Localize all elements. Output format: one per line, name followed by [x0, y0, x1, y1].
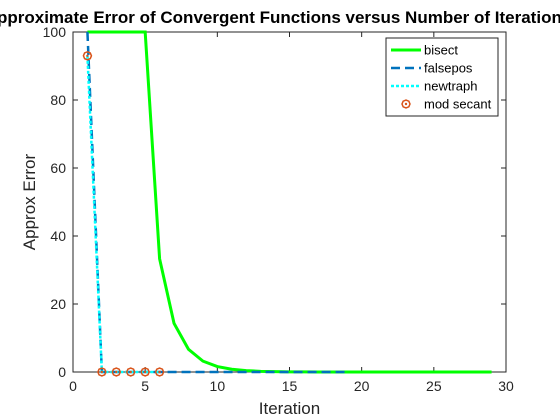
data-point [140, 367, 150, 377]
y-axis-label: Approx Error [20, 153, 39, 250]
data-point [154, 367, 165, 377]
legend-label: mod secant [424, 97, 492, 112]
axis-ticks: 0 5 10 15 20 25 30 0 20 40 60 80 100 [43, 24, 514, 394]
legend-item: bisect [391, 43, 458, 58]
y-tick-label: 100 [43, 24, 67, 40]
series-line [87, 30, 492, 374]
chart-title: Approximate Error of Convergent Function… [0, 8, 560, 27]
x-tick-label: 20 [354, 378, 370, 394]
legend-item: newtraph [391, 79, 477, 94]
data-point [125, 367, 136, 377]
legend-label: bisect [424, 43, 458, 58]
x-tick-label: 25 [426, 378, 442, 394]
data-point [82, 50, 93, 61]
x-tick-label: 0 [69, 378, 77, 394]
legend-item: mod secant [401, 97, 492, 112]
y-tick-label: 0 [58, 364, 66, 380]
data-point [97, 367, 107, 377]
data-point [111, 367, 122, 377]
y-tick-label: 60 [50, 160, 66, 176]
legend-label: newtraph [424, 79, 477, 94]
legend-marker [401, 99, 411, 109]
x-tick-label: 15 [282, 378, 298, 394]
legend-label: falsepos [424, 61, 473, 76]
x-axis-label: Iteration [259, 399, 320, 418]
series-bisect [87, 30, 492, 374]
legend-item: falsepos [391, 61, 473, 76]
y-tick-label: 80 [50, 92, 66, 108]
series-line [86, 55, 160, 374]
legend: bisect falsepos newtraph mod secant [385, 37, 499, 117]
x-tick-label: 10 [210, 378, 226, 394]
series-layer [82, 30, 492, 377]
y-tick-label: 40 [50, 228, 66, 244]
x-tick-label: 30 [498, 378, 514, 394]
y-tick-label: 20 [50, 296, 66, 312]
x-tick-label: 5 [141, 378, 149, 394]
series-newtraph [86, 55, 160, 374]
series-mod-secant [82, 50, 165, 377]
